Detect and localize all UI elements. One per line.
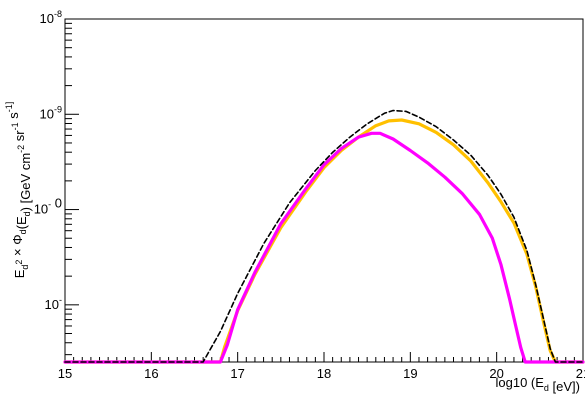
plot-frame (64, 18, 584, 363)
y-tick-label: 10-9 (40, 104, 62, 121)
series-line-3 (63, 131, 585, 364)
x-tick-label: 18 (317, 366, 331, 381)
x-tick-label: 17 (230, 366, 244, 381)
x-axis-ticks: 15 16 17 18 19 20 21 (58, 352, 585, 381)
y-tick-label: 10- (45, 295, 62, 312)
y-tick-label: 10-8 (40, 9, 62, 26)
y-tick-label: 10- 0 (34, 196, 62, 217)
x-tick-label: 16 (144, 366, 158, 381)
x-tick-label: 19 (403, 366, 417, 381)
y-axis-label: Ed2 × Φd(Ed) [GeV cm-2 sr-1 s-1] (4, 102, 33, 279)
series-layer (63, 109, 585, 364)
x-tick-label: 21 (576, 366, 585, 381)
y-axis-ticks: 10-8 10-9 10- 0 10- (34, 9, 79, 356)
series-line-1 (64, 109, 584, 363)
x-tick-label: 20 (489, 366, 503, 381)
x-axis-label: log10 (Ed [eV]) (495, 375, 580, 394)
series-line-2 (63, 118, 585, 364)
x-tick-label: 15 (58, 366, 72, 381)
